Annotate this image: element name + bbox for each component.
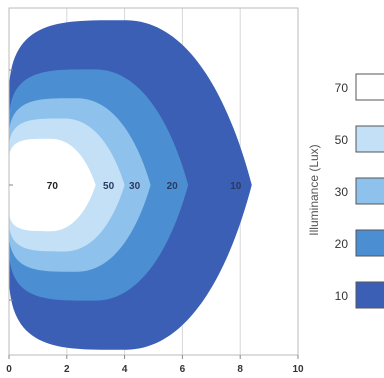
legend: Illuminance (Lux) 70 50 30 20 10: [307, 73, 384, 309]
plot-border: [8, 7, 299, 356]
legend-title: Illuminance (Lux): [307, 144, 321, 235]
legend-label-50: 50: [335, 133, 349, 147]
contour-regions: [8, 20, 252, 350]
contour-label-10: 10: [230, 181, 242, 192]
contour-label-50: 50: [103, 181, 115, 192]
x-tick-label-8: 8: [237, 364, 243, 375]
contour-labels: 70 50 30 20 10: [47, 181, 242, 192]
contour-70-lux: [9, 138, 96, 232]
x-tick-label-2: 2: [64, 364, 70, 375]
contour-label-20: 20: [167, 181, 179, 192]
x-tick-label-0: 0: [6, 364, 12, 375]
legend-swatch-70: [355, 73, 384, 101]
legend-swatch-30: [355, 177, 384, 205]
plot-frame: [8, 7, 299, 356]
legend-label-70: 70: [335, 81, 349, 95]
x-axis-ticks: 0 2 4 6 8 10: [6, 355, 304, 375]
x-tick-label-4: 4: [122, 364, 128, 375]
legend-label-20: 20: [335, 237, 349, 251]
legend-swatch-50: [355, 125, 384, 153]
contour-label-70: 70: [47, 181, 59, 192]
legend-swatch-10: [355, 281, 384, 309]
x-tick-label-6: 6: [180, 364, 186, 375]
legend-label-30: 30: [335, 185, 349, 199]
legend-label-10: 10: [335, 289, 349, 303]
x-tick-label-10: 10: [292, 364, 304, 375]
contour-label-30: 30: [129, 181, 141, 192]
legend-swatch-20: [355, 229, 384, 257]
